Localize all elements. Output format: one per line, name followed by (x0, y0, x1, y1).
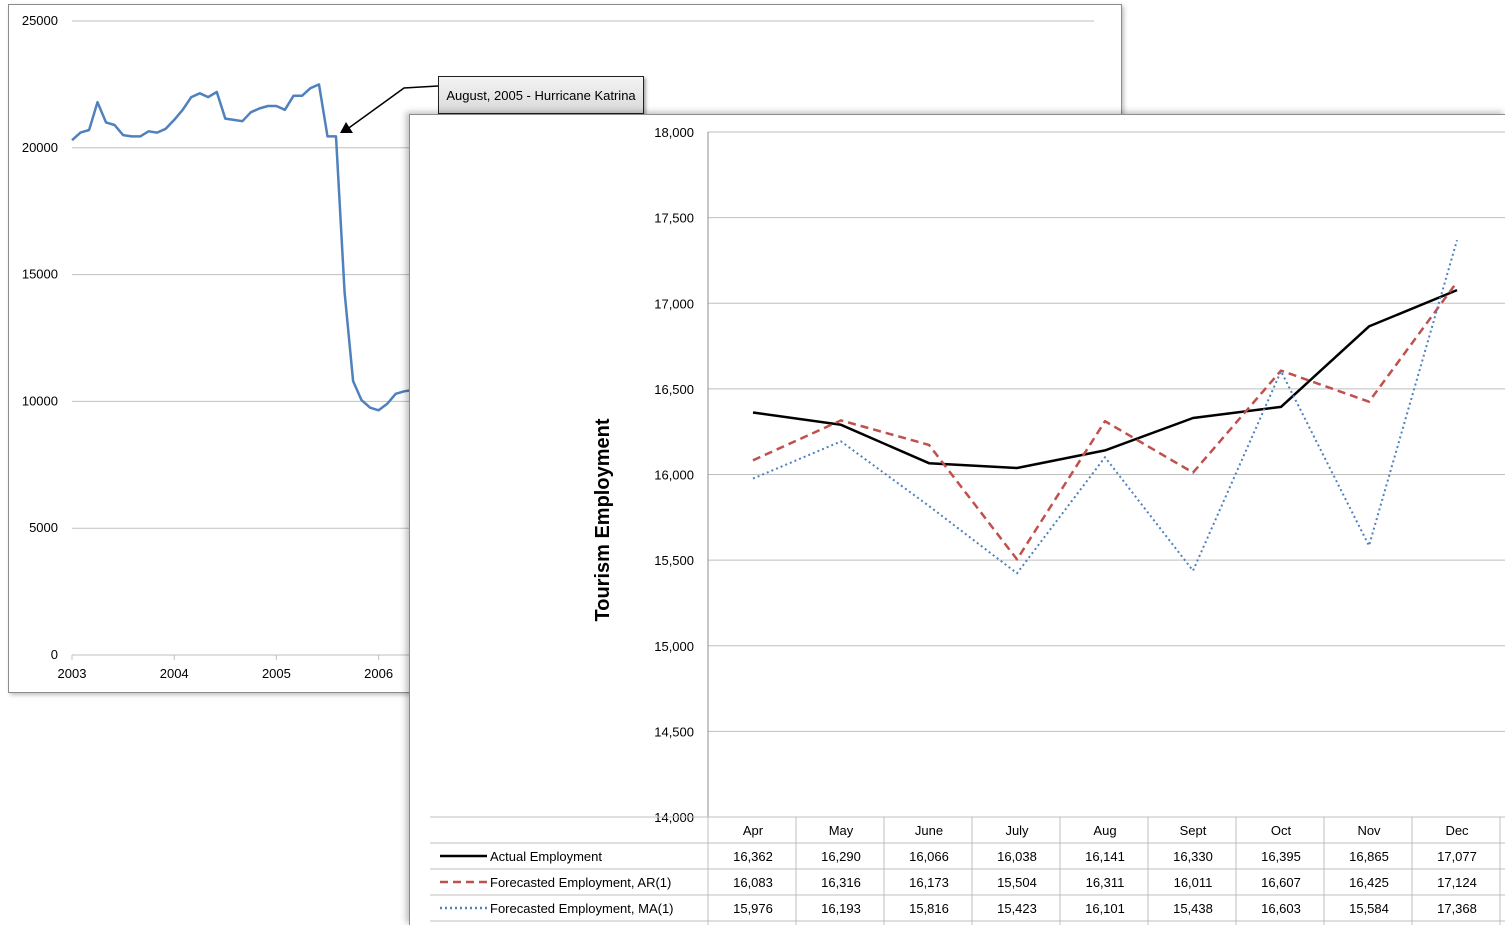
series-line (753, 282, 1457, 559)
category-label: June (915, 823, 943, 838)
series-line (72, 84, 430, 410)
y-tick-label: 15000 (22, 267, 58, 282)
series-line (753, 290, 1457, 468)
table-value: 15,504 (997, 875, 1037, 890)
table-value: 16,038 (997, 849, 1037, 864)
table-value: 16,066 (909, 849, 949, 864)
table-value: 16,330 (1173, 849, 1213, 864)
table-value: 17,124 (1437, 875, 1477, 890)
y-tick-label: 0 (51, 647, 58, 662)
table-value: 15,816 (909, 901, 949, 916)
x-tick-label: 2005 (262, 666, 291, 681)
y-tick-label: 18,000 (654, 125, 694, 140)
table-value: 15,423 (997, 901, 1037, 916)
table-value: 16,395 (1261, 849, 1301, 864)
table-value: 16,011 (1174, 875, 1213, 890)
category-label: Oct (1271, 823, 1292, 838)
category-label: Nov (1357, 823, 1381, 838)
table-value: 16,311 (1086, 875, 1125, 890)
y-tick-label: 17,500 (654, 211, 694, 226)
x-tick-label: 2004 (160, 666, 189, 681)
table-value: 16,290 (821, 849, 861, 864)
table-value: 15,584 (1349, 901, 1389, 916)
table-value: 16,603 (1261, 901, 1301, 916)
table-value: 16,865 (1349, 849, 1389, 864)
y-axis-label: Tourism Employment (592, 418, 614, 621)
legend-label: Forecasted Employment, AR(1) (490, 875, 671, 890)
table-value: 16,362 (733, 849, 773, 864)
category-label: May (829, 823, 854, 838)
y-tick-label: 5000 (29, 520, 58, 535)
y-tick-label: 20000 (22, 140, 58, 155)
hurricane-annotation: August, 2005 - Hurricane Katrina (438, 76, 644, 114)
table-value: 17,368 (1437, 901, 1477, 916)
forecast-chart-svg: 18,000 17,500 17,000 16,500 16,000 15,500 15,0… (410, 115, 1505, 925)
y-tick-label: 16,500 (654, 382, 694, 397)
y-tick-label: 10000 (22, 393, 58, 408)
x-tick-label: 2003 (58, 666, 87, 681)
x-tick-label: 2006 (364, 666, 393, 681)
table-value: 16,141 (1085, 849, 1125, 864)
annotation-text: August, 2005 - Hurricane Katrina (446, 88, 635, 103)
category-label: Sept (1180, 823, 1207, 838)
table-value: 16,316 (821, 875, 861, 890)
y-tick-label: 14,500 (654, 724, 694, 739)
table-value: 17,077 (1437, 849, 1477, 864)
forecast-employment-chart: 18,000 17,500 17,000 16,500 16,000 15,500 15,0… (409, 114, 1505, 925)
legend-label: Actual Employment (490, 849, 602, 864)
table-value: 15,438 (1173, 901, 1213, 916)
category-label: Apr (743, 823, 764, 838)
category-label: Dec (1445, 823, 1469, 838)
series-line (753, 240, 1457, 573)
table-value: 16,083 (733, 875, 773, 890)
y-tick-label: 15,500 (654, 553, 694, 568)
category-label: July (1005, 823, 1029, 838)
y-tick-label: 16,000 (654, 468, 694, 483)
category-label: Aug (1093, 823, 1116, 838)
y-tick-label: 17,000 (654, 296, 694, 311)
annotation-arrowhead (340, 122, 353, 133)
table-value: 16,193 (821, 901, 861, 916)
table-value: 15,976 (733, 901, 773, 916)
y-tick-label: 25000 (22, 13, 58, 28)
y-tick-label: 15,000 (654, 639, 694, 654)
table-value: 16,607 (1261, 875, 1301, 890)
legend-label: Forecasted Employment, MA(1) (490, 901, 674, 916)
table-value: 16,101 (1085, 901, 1125, 916)
table-value: 16,425 (1349, 875, 1389, 890)
table-value: 16,173 (909, 875, 949, 890)
